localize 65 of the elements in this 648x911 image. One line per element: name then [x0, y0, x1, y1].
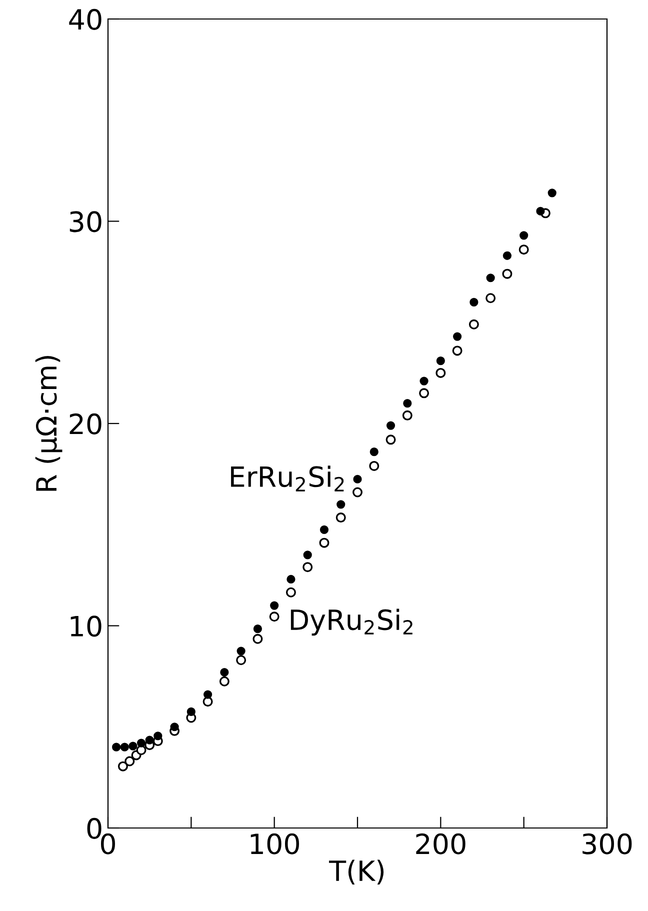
point: [154, 732, 162, 740]
point: [202, 696, 213, 707]
point: [236, 655, 246, 666]
point: [112, 742, 121, 752]
y-tick-label: 40: [69, 8, 102, 30]
y-tick-label: 0: [87, 818, 102, 839]
point: [452, 332, 462, 341]
point: [520, 231, 528, 240]
point: [470, 298, 478, 306]
point: [253, 624, 262, 634]
point: [120, 742, 129, 752]
point: [468, 319, 479, 330]
point: [402, 410, 412, 420]
point: [502, 268, 512, 279]
point: [269, 612, 280, 622]
point: [452, 346, 462, 356]
point: [136, 738, 146, 748]
series-label: ErRu$_{2}$Si$_{2}$: [231, 466, 344, 492]
point: [203, 690, 212, 699]
point: [352, 487, 362, 498]
point: [286, 587, 296, 598]
point: [302, 562, 313, 572]
x-tick-label: 100: [250, 833, 299, 854]
point: [186, 707, 196, 716]
x-tick-label: 200: [416, 833, 466, 854]
point: [336, 500, 346, 509]
point: [170, 722, 179, 732]
y-tick-label: 30: [70, 211, 102, 232]
point: [419, 388, 430, 398]
point: [128, 742, 138, 750]
point: [303, 550, 312, 560]
point: [518, 244, 529, 255]
point: [270, 601, 279, 610]
point: [124, 756, 135, 766]
point: [486, 274, 495, 282]
y-tick-label: 10: [70, 616, 102, 637]
point: [420, 376, 428, 386]
point: [436, 356, 445, 366]
x-axis-title: T(K): [328, 860, 384, 885]
point: [369, 460, 380, 471]
point: [319, 538, 330, 548]
point: [219, 676, 230, 686]
y-axis-title: R (μΩ·cm): [35, 356, 62, 491]
x-tick-label: 300: [582, 833, 632, 854]
point: [486, 293, 496, 304]
point: [502, 251, 512, 260]
point: [320, 525, 329, 534]
point: [436, 368, 446, 378]
series-label: DyRu$_{2}$Si$_{2}$: [290, 608, 412, 636]
y-tick-label: 20: [70, 413, 102, 434]
point: [386, 421, 396, 430]
point: [236, 646, 246, 656]
point: [353, 474, 362, 484]
point: [536, 206, 545, 216]
point: [403, 398, 412, 408]
point: [145, 736, 154, 744]
point: [118, 761, 128, 772]
point: [220, 668, 229, 677]
x-tick-label: 0: [100, 833, 115, 854]
point: [370, 448, 378, 456]
point: [252, 634, 263, 644]
point: [548, 188, 556, 198]
point: [286, 574, 296, 584]
point: [336, 512, 346, 523]
point: [386, 434, 396, 445]
